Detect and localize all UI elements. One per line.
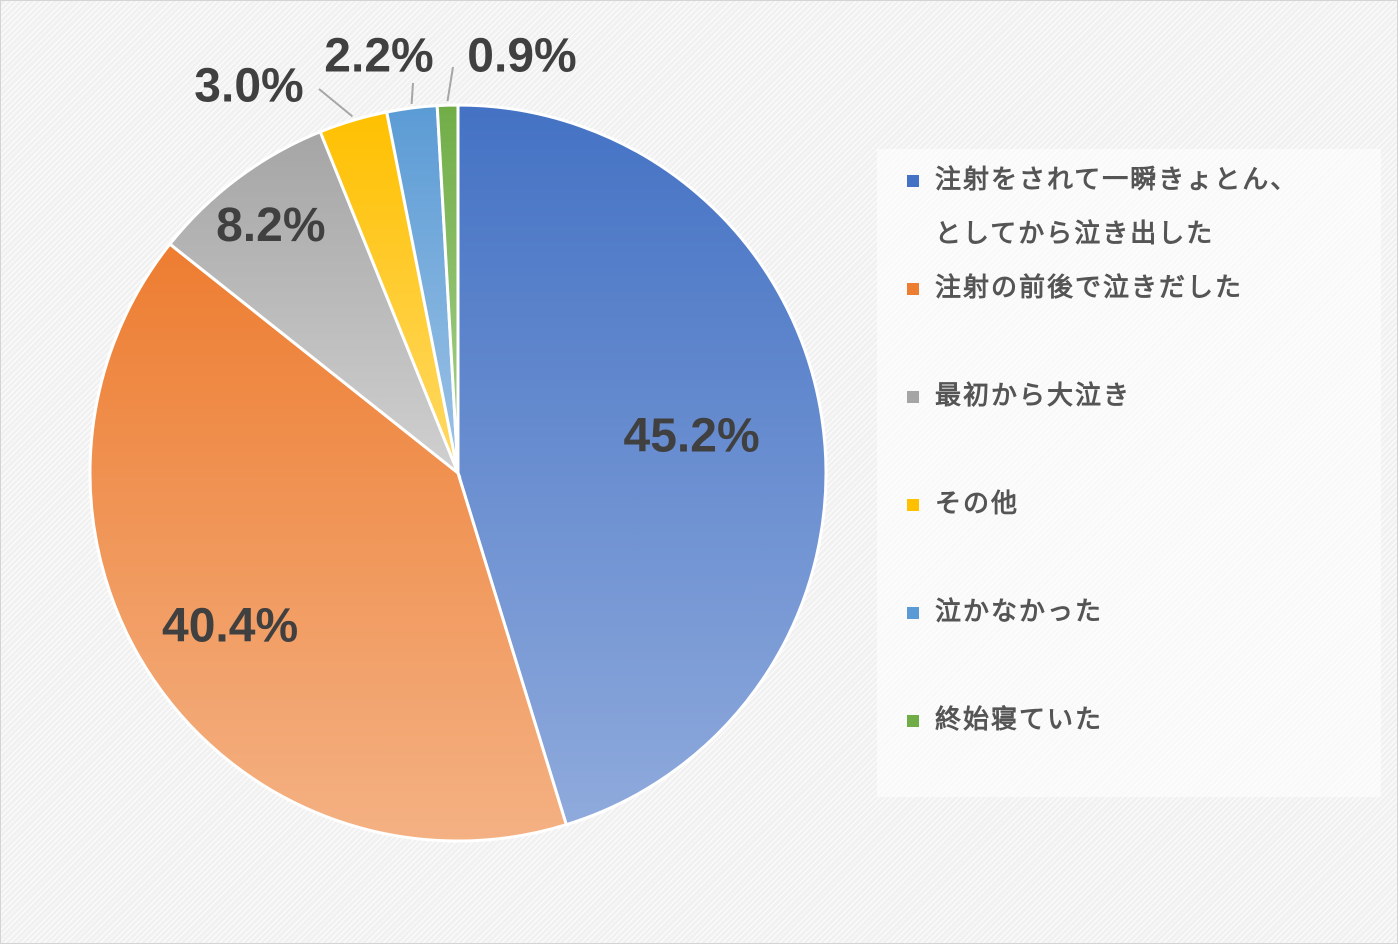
leader-line-6: [446, 66, 454, 102]
legend-label: その他: [935, 489, 1020, 519]
pie-slice-2: [88, 241, 569, 843]
data-label-5: 2.2%: [324, 30, 433, 83]
legend-swatch-icon: [907, 607, 919, 619]
pie-slices: [88, 103, 828, 843]
pie-slice-1: [456, 103, 828, 827]
legend-label: 注射の前後で泣きだした: [935, 273, 1244, 303]
legend-item-3: 最初から大泣き: [907, 369, 1371, 423]
legend-label: 終始寝ていた: [935, 705, 1104, 735]
legend-item-2: 注射の前後で泣きだした: [907, 261, 1371, 315]
legend-item-6: 終始寝ていた: [907, 693, 1371, 747]
data-label-3: 8.2%: [216, 199, 325, 252]
legend-label: 最初から大泣き: [935, 381, 1132, 411]
legend-swatch-icon: [907, 715, 919, 727]
leader-line-4: [318, 88, 354, 118]
data-labels: 45.2% 40.4% 8.2% 3.0% 2.2% 0.9%: [162, 30, 760, 653]
legend-item-4: その他: [907, 477, 1371, 531]
legend-item-1: 注射をされて一瞬きょとん、 としてから泣き出した: [907, 153, 1371, 261]
legend-swatch-icon: [907, 175, 919, 187]
legend-label: 注射をされて一瞬きょとん、 としてから泣き出した: [935, 165, 1299, 249]
leader-lines: [318, 66, 454, 118]
legend-swatch-icon: [907, 499, 919, 511]
legend-label: 泣かなかった: [935, 597, 1104, 627]
legend-swatch-icon: [907, 391, 919, 403]
data-label-1: 45.2%: [624, 410, 760, 463]
pie-slice-3: [167, 129, 462, 478]
legend-swatch-icon: [907, 283, 919, 295]
data-label-2: 40.4%: [162, 599, 298, 652]
leader-line-5: [410, 82, 414, 104]
data-label-6: 0.9%: [467, 30, 576, 83]
pie-slice-6: [435, 103, 460, 474]
data-label-4: 3.0%: [194, 60, 303, 113]
legend-item-5: 泣かなかった: [907, 585, 1371, 639]
legend: 注射をされて一瞬きょとん、 としてから泣き出した 注射の前後で泣きだした 最初か…: [877, 149, 1381, 797]
